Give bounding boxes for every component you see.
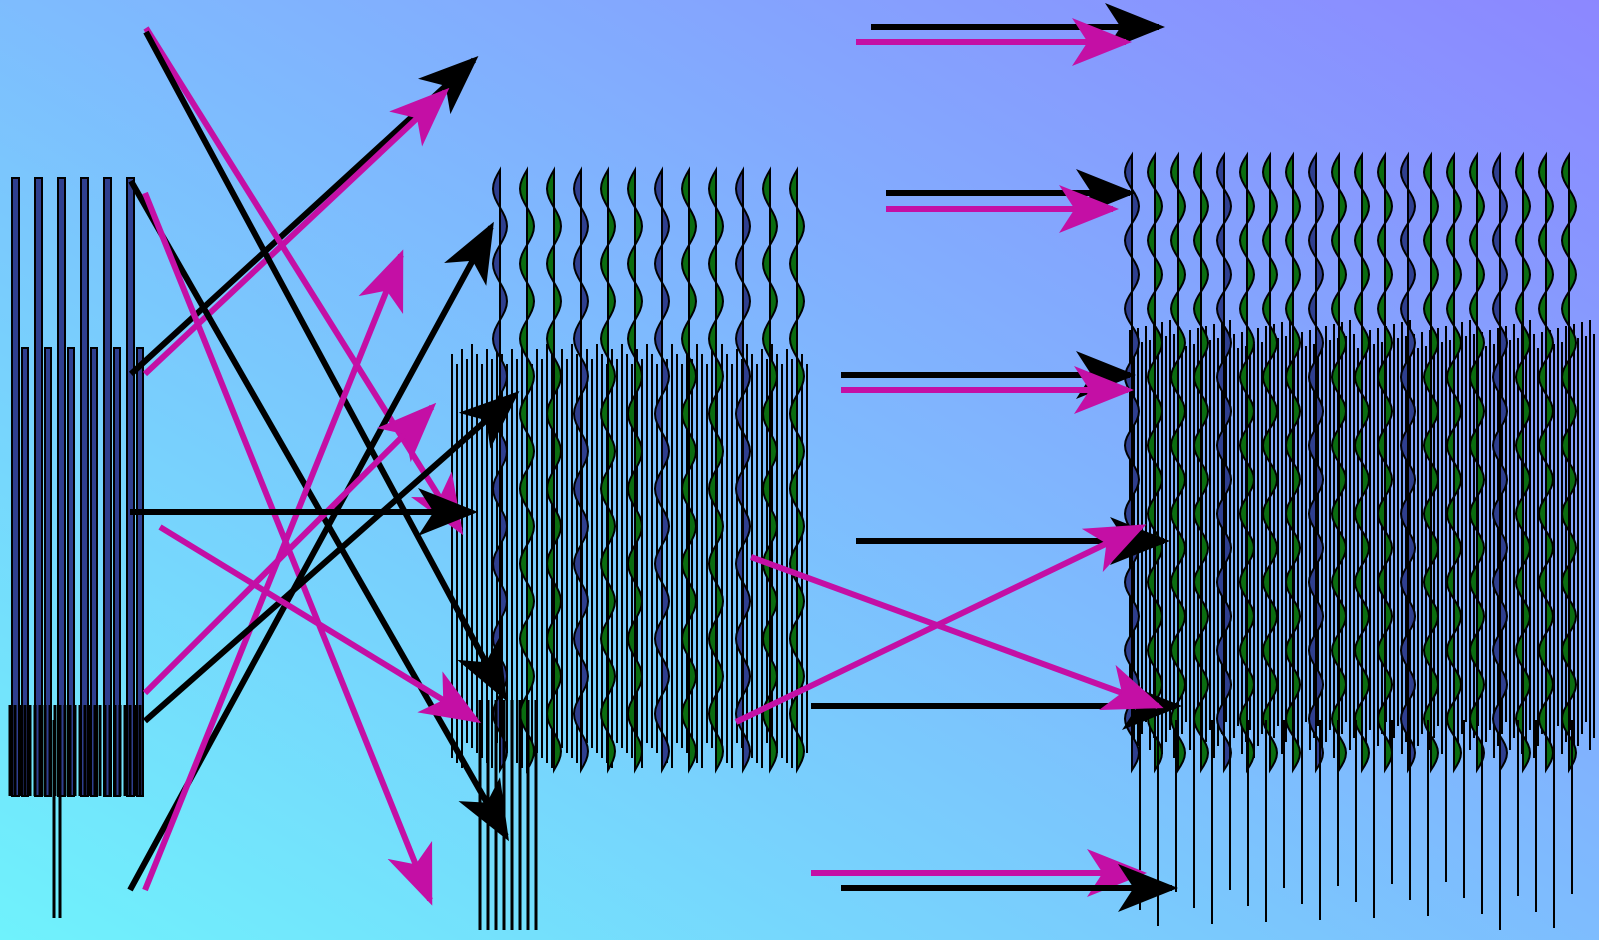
right-wave-column <box>1238 151 1256 774</box>
middle-wave-column <box>572 166 590 774</box>
magenta-arrow <box>749 554 1164 710</box>
left-signal-bar <box>57 177 66 797</box>
left-signal-bar <box>126 177 135 797</box>
magenta-arrow <box>142 249 404 892</box>
middle-wave-column <box>599 166 617 774</box>
right-wave-column <box>1445 151 1463 774</box>
right-wave-column <box>1192 151 1210 774</box>
left-signal-bar <box>80 177 89 797</box>
right-wave-column <box>1422 151 1440 774</box>
right-wave-column <box>1284 151 1302 774</box>
magenta-arrow <box>142 402 437 696</box>
middle-signal-block <box>451 166 808 930</box>
black-arrow <box>143 391 520 724</box>
left-signal-bar <box>34 177 43 797</box>
middle-wave-column <box>626 166 644 774</box>
left-signal-bar <box>113 347 121 797</box>
magenta-arrow <box>158 524 482 724</box>
right-wave-column <box>1215 151 1233 774</box>
right-wave-column <box>1376 151 1394 774</box>
middle-wave-column <box>734 166 752 774</box>
middle-wave-column <box>518 166 536 774</box>
middle-wave-column <box>680 166 698 774</box>
left-signal-block <box>8 177 144 918</box>
right-wave-column <box>1330 151 1348 774</box>
right-wave-column <box>1261 151 1279 774</box>
middle-wave-column <box>761 166 779 774</box>
right-wave-column <box>1537 151 1555 774</box>
arrow-layer <box>127 3 1182 912</box>
right-wave-column <box>1353 151 1371 774</box>
right-wave-column <box>1560 151 1578 774</box>
left-signal-bar <box>11 177 20 797</box>
middle-wave-column <box>707 166 725 774</box>
right-wave-column <box>1491 151 1509 774</box>
left-signal-bar <box>44 347 52 797</box>
left-signal-bar <box>103 177 112 797</box>
magenta-arrow <box>142 87 450 377</box>
black-arrow <box>143 30 507 702</box>
magenta-arrow <box>142 191 433 906</box>
right-wave-column <box>1514 151 1532 774</box>
black-arrow <box>128 179 509 842</box>
middle-wave-column <box>545 166 563 774</box>
middle-wave-column <box>788 166 806 774</box>
right-wave-column <box>1169 151 1187 774</box>
right-wave-column <box>1399 151 1417 774</box>
middle-wave-column <box>653 166 671 774</box>
right-wave-column <box>1307 151 1325 774</box>
right-wave-column <box>1468 151 1486 774</box>
